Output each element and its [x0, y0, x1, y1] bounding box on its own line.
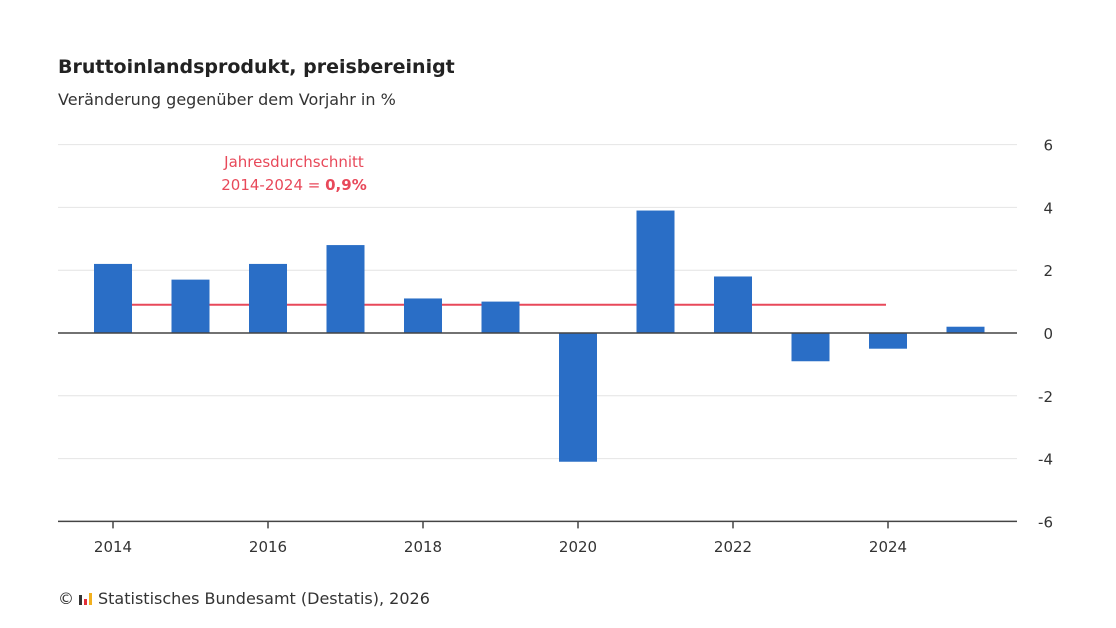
bar-2017 [326, 245, 365, 333]
x-tick-label: 2014 [94, 538, 132, 556]
bar-2016 [249, 263, 287, 333]
y-tick-label: -2 [1038, 388, 1053, 406]
bar-2015 [171, 279, 210, 333]
average-label-period: 2014-2024 = [221, 176, 325, 194]
bar-2021 [636, 210, 675, 333]
bar-2024 [869, 333, 907, 349]
x-tick-label: 2020 [559, 538, 597, 556]
average-label-value: 0,9% [325, 176, 367, 194]
bar-2023 [791, 333, 830, 362]
y-tick-label: -4 [1038, 451, 1053, 469]
source-text: Statistisches Bundesamt (Destatis), 2026 [98, 589, 430, 608]
destatis-logo-icon [79, 592, 92, 605]
y-tick-label: -6 [1038, 513, 1053, 531]
chart-title: Bruttoinlandsprodukt, preisbereinigt [58, 56, 455, 78]
average-label-line1: Jahresdurchschnitt [223, 153, 364, 171]
x-tick-label: 2018 [404, 538, 442, 556]
x-tick-label: 2024 [869, 538, 907, 556]
y-tick-label: 0 [1043, 325, 1053, 343]
bar-2022 [714, 276, 752, 333]
bar-2019 [481, 301, 520, 333]
bar-2025 [946, 326, 985, 333]
bar-2020 [559, 333, 597, 462]
copyright-symbol: © [58, 589, 74, 608]
chart-subtitle: Veränderung gegenüber dem Vorjahr in % [58, 90, 396, 109]
average-label-line2: 2014-2024 = 0,9% [221, 176, 366, 194]
x-tick-label: 2022 [714, 538, 752, 556]
bar-2014 [94, 263, 132, 333]
y-tick-label: 4 [1043, 199, 1053, 217]
x-tick-label: 2016 [249, 538, 287, 556]
y-tick-label: 6 [1043, 137, 1053, 155]
y-tick-label: 2 [1043, 262, 1053, 280]
bar-2018 [404, 298, 442, 333]
source-footer: © Statistisches Bundesamt (Destatis), 20… [58, 589, 430, 608]
